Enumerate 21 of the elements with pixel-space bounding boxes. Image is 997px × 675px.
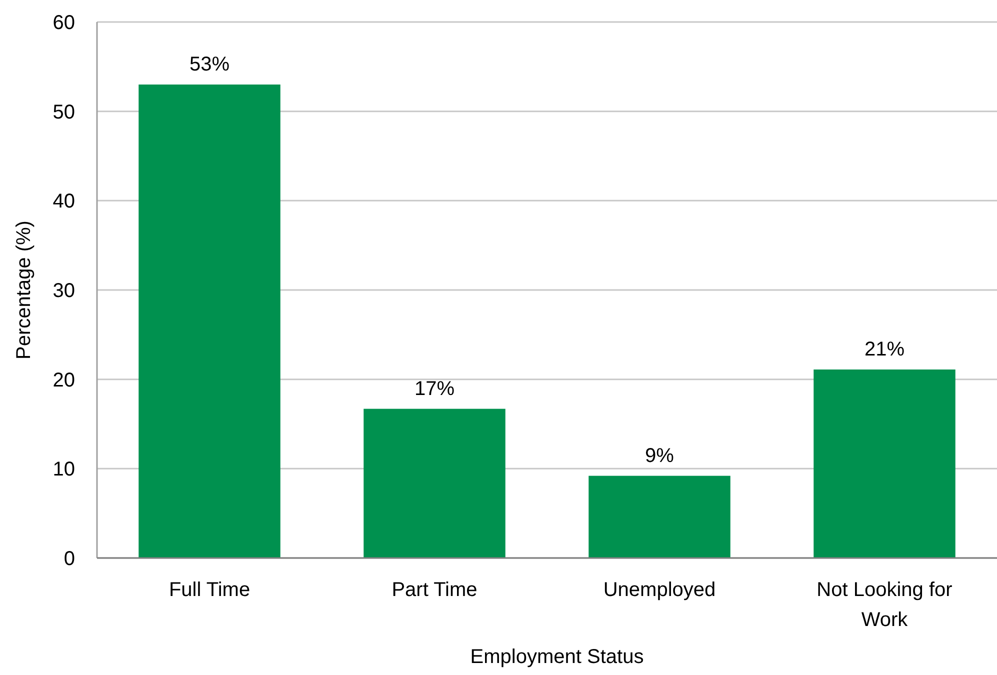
y-axis-title: Percentage (%)	[13, 220, 35, 360]
bar	[364, 408, 506, 558]
x-tick-label: Unemployed	[603, 579, 716, 601]
y-tick-label: 0	[64, 548, 75, 570]
bar	[588, 476, 730, 558]
y-tick-label: 10	[52, 458, 75, 481]
x-tick-label: Full Time	[168, 579, 250, 601]
data-label: 17%	[414, 378, 455, 400]
x-tick-label: Not Looking for Work	[816, 579, 953, 631]
data-label: 21%	[864, 338, 905, 361]
y-tick-label: 50	[52, 101, 75, 124]
y-tick-label: 30	[52, 280, 75, 302]
bar	[138, 84, 280, 558]
x-axis-title: Employment Status	[470, 646, 644, 668]
y-tick-label: 20	[52, 369, 75, 392]
y-tick-label: 40	[52, 190, 75, 213]
data-label: 53%	[189, 54, 230, 76]
y-tick-label: 60	[52, 12, 75, 34]
bar	[814, 370, 956, 558]
x-tick-label: Part Time	[392, 579, 478, 601]
data-label: 9%	[645, 444, 674, 467]
